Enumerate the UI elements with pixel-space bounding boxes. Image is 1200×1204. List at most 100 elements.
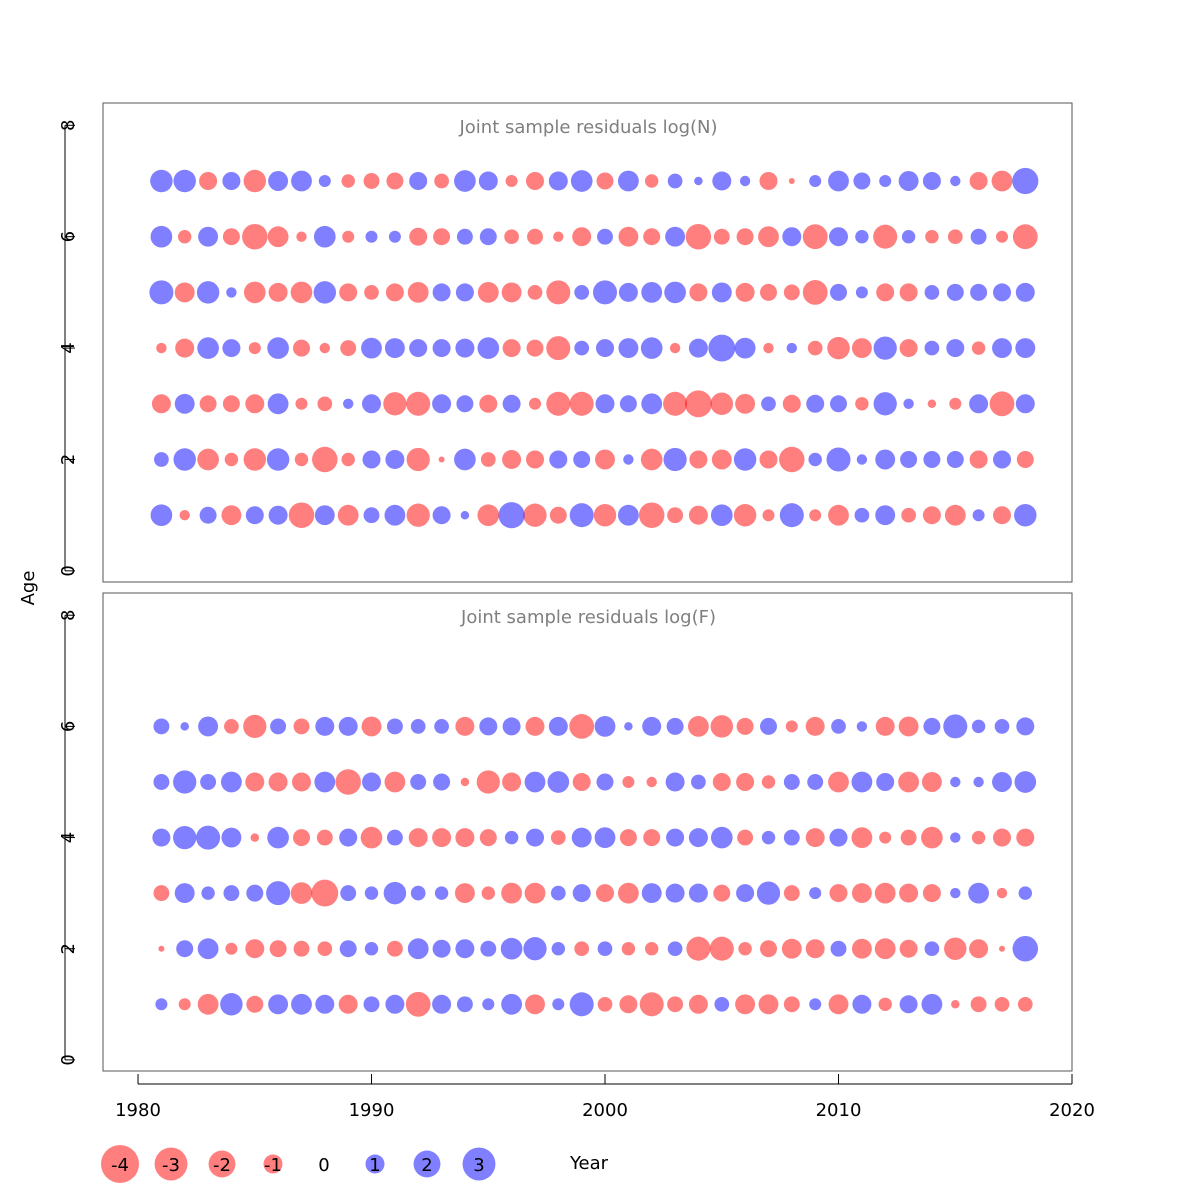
legend-label: 1 <box>369 1155 380 1176</box>
residual-bubble <box>573 451 591 468</box>
residual-bubble <box>363 507 380 524</box>
residual-bubble <box>999 945 1005 952</box>
residual-bubble <box>989 391 1015 417</box>
residual-bubble <box>737 829 754 846</box>
residual-bubble <box>224 452 239 467</box>
residual-bubble <box>950 887 961 899</box>
residual-bubble <box>595 394 615 414</box>
residual-bubble <box>432 506 451 525</box>
residual-bubble <box>760 940 777 958</box>
residual-bubble <box>361 337 382 359</box>
residual-bubble <box>150 225 173 248</box>
residual-bubble <box>641 281 663 303</box>
residual-bubble <box>593 503 617 527</box>
residual-bubble <box>667 173 683 189</box>
residual-bubble <box>293 829 310 847</box>
residual-bubble <box>409 227 428 246</box>
residual-bubble <box>335 769 361 795</box>
legend-bubble <box>154 1147 188 1181</box>
residual-bubble <box>500 937 523 960</box>
residual-bubble <box>618 338 639 359</box>
residual-bubble <box>665 226 686 247</box>
residual-bubble <box>688 828 708 848</box>
residual-bubble <box>225 942 238 955</box>
y-tick-label: 2 <box>58 943 79 954</box>
residual-bubble <box>713 228 730 245</box>
residual-bubble <box>340 885 357 902</box>
residual-bubble <box>991 170 1013 192</box>
residual-bubble <box>597 228 613 245</box>
residual-bubble <box>406 503 430 527</box>
residual-bubble <box>432 939 451 958</box>
residual-bubble <box>831 719 846 734</box>
residual-bubble <box>852 994 872 1014</box>
residual-bubble <box>569 714 595 739</box>
residual-bubble <box>759 450 778 469</box>
residual-bubble <box>360 826 383 849</box>
residual-bubble <box>197 448 219 471</box>
residual-bubble <box>341 174 355 188</box>
residual-bubble <box>921 826 943 849</box>
residual-bubble <box>994 719 1010 734</box>
residual-bubble <box>364 285 379 300</box>
residual-bubble <box>829 227 848 247</box>
residual-bubble <box>476 770 500 794</box>
residual-bubble <box>1015 394 1035 414</box>
residual-bubble <box>477 337 500 359</box>
residual-bubble <box>856 454 868 465</box>
residual-bubble <box>574 340 590 356</box>
residual-bubble <box>482 998 495 1011</box>
residual-bubble <box>178 998 191 1011</box>
residual-bubble <box>876 772 895 792</box>
residual-bubble <box>386 940 403 957</box>
residual-bubble <box>454 883 475 904</box>
residual-bubble <box>996 887 1008 899</box>
residual-bubble <box>180 722 189 731</box>
residual-bubble <box>624 722 633 731</box>
residual-bubble <box>805 716 825 736</box>
residual-bubble <box>735 393 756 414</box>
residual-bubble <box>156 342 167 354</box>
residual-bubble <box>950 832 961 843</box>
residual-bubble <box>293 718 310 735</box>
residual-bubble <box>245 772 265 792</box>
residual-bubble <box>873 224 898 249</box>
residual-bubble <box>807 340 823 356</box>
residual-bubble <box>618 282 638 302</box>
residual-bubble <box>783 774 800 790</box>
residual-bubble <box>783 829 800 846</box>
residual-bubble <box>927 399 937 409</box>
residual-bubble <box>827 336 850 360</box>
residual-bubble <box>922 171 941 191</box>
residual-bubble <box>971 830 986 845</box>
residual-bubble <box>808 452 822 467</box>
residual-bubble <box>763 342 774 354</box>
residual-bubble <box>595 884 615 903</box>
residual-bubble <box>245 506 264 525</box>
residual-bubble <box>992 450 1012 469</box>
residual-bubble <box>708 334 736 362</box>
residual-bubble <box>830 940 847 957</box>
residual-bubble <box>434 173 449 189</box>
residual-bubble <box>406 447 430 472</box>
residual-bubble <box>386 718 403 735</box>
residual-bubble <box>694 176 703 186</box>
residual-bubble <box>667 941 683 957</box>
residual-bubble <box>385 994 405 1014</box>
residual-bubble <box>923 451 941 468</box>
residual-bubble <box>734 337 756 359</box>
residual-bubble <box>460 777 470 787</box>
residual-bubble <box>501 993 523 1015</box>
residual-bubble <box>455 338 475 358</box>
residual-bubble <box>687 715 709 737</box>
residual-bubble <box>972 509 985 522</box>
residual-bubble <box>876 283 895 302</box>
residual-bubble <box>760 283 777 301</box>
residual-bubble <box>546 391 571 416</box>
residual-bubble <box>688 505 708 525</box>
residual-bubble <box>199 395 217 413</box>
residual-bubble <box>617 504 639 526</box>
residual-bubble <box>548 716 568 736</box>
residual-bubble <box>294 452 309 467</box>
residual-bubble <box>944 937 967 960</box>
